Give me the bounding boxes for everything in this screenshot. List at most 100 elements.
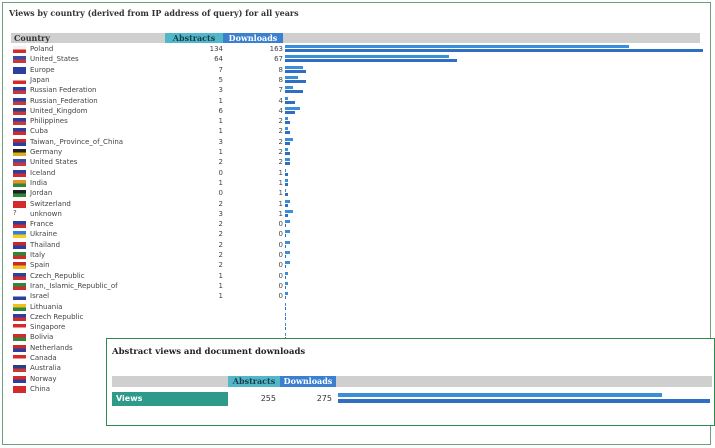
summary-downloads-value: 275 <box>316 394 332 403</box>
abstracts-bar <box>285 292 288 296</box>
table-row: Italy 2 0 <box>11 250 701 260</box>
abstracts-bar <box>285 323 286 327</box>
table-row: France 2 0 <box>11 219 701 229</box>
downloads-bar <box>285 152 291 155</box>
downloads-count: 2 <box>278 148 283 156</box>
abstracts-count: 64 <box>214 55 223 64</box>
table-row: Israel 1 0 <box>11 291 701 301</box>
downloads-bar <box>285 213 288 217</box>
downloads-count: 2 <box>278 117 283 126</box>
country-flag-icon <box>13 355 26 362</box>
abstracts-bar <box>285 117 288 121</box>
table-row: United_Kingdom 6 4 <box>11 106 701 116</box>
country-column-header: Country <box>11 33 165 43</box>
country-flag-icon <box>13 282 26 290</box>
abstracts-bar <box>285 137 293 141</box>
abstracts-bar <box>285 240 291 244</box>
abstracts-bar <box>285 178 288 182</box>
downloads-bar <box>285 69 306 73</box>
downloads-bar <box>285 79 306 83</box>
downloads-bar <box>285 265 286 269</box>
table-row: United_States 64 67 <box>11 54 701 64</box>
downloads-bar <box>285 141 291 145</box>
country-name: Czech Republic <box>30 312 84 321</box>
downloads-bar <box>285 131 291 135</box>
table-row: Singapore <box>11 322 701 332</box>
abstracts-bar <box>285 271 288 275</box>
downloads-count: 2 <box>278 137 283 146</box>
country-name: United_Kingdom <box>30 106 88 115</box>
abstracts-bar <box>285 148 288 151</box>
page-title: Views by country (derived from IP addres… <box>9 8 299 18</box>
abstracts-bar <box>285 65 303 69</box>
country-flag-icon <box>13 87 26 95</box>
country-flag-icon <box>13 118 26 126</box>
abstracts-count: 134 <box>209 45 223 53</box>
downloads-count: 1 <box>278 189 283 198</box>
abstracts-count: 1 <box>218 292 223 301</box>
downloads-count: 8 <box>278 65 283 74</box>
abstracts-count: 1 <box>218 117 223 126</box>
country-flag-icon <box>13 159 26 167</box>
country-flag-icon <box>13 293 26 301</box>
country-flag-icon <box>13 179 26 187</box>
abstracts-count: 1 <box>218 271 223 280</box>
country-name: Germany <box>30 148 63 156</box>
downloads-bar <box>285 90 303 94</box>
country-name: United States <box>30 158 78 167</box>
country-flag-icon <box>13 375 26 383</box>
downloads-bar <box>285 255 286 258</box>
country-name: Jordan <box>30 189 53 198</box>
table-row: Czech Republic <box>11 312 701 322</box>
country-name: Thailand <box>30 240 61 249</box>
downloads-bar <box>285 182 288 186</box>
abstracts-bar <box>285 199 291 203</box>
table-row: Jordan 0 1 <box>11 188 701 198</box>
downloads-bar <box>285 275 286 279</box>
downloads-bar <box>285 306 286 310</box>
abstracts-count: 1 <box>218 281 223 290</box>
abstracts-count: 3 <box>218 137 223 146</box>
table-row: Iceland 0 1 <box>11 168 701 178</box>
downloads-bar <box>285 224 286 228</box>
summary-downloads-header: Downloads <box>280 376 336 387</box>
country-flag-icon <box>13 149 26 156</box>
downloads-count: 1 <box>278 178 283 187</box>
downloads-count: 1 <box>278 168 283 177</box>
country-name: Russian_Federation <box>30 96 98 105</box>
abstracts-bar <box>285 333 286 337</box>
downloads-count: 0 <box>278 251 283 259</box>
downloads-bar <box>285 172 288 176</box>
downloads-count: 2 <box>278 127 283 136</box>
abstracts-count: 2 <box>218 261 223 270</box>
downloads-count: 0 <box>278 261 283 270</box>
country-name: Cuba <box>30 127 49 136</box>
country-flag-icon <box>13 138 26 146</box>
downloads-count: 1 <box>278 209 283 218</box>
downloads-bar <box>285 234 286 238</box>
abstracts-count: 1 <box>218 96 223 105</box>
abstracts-bar <box>285 189 286 193</box>
country-flag-icon <box>13 303 26 311</box>
country-flag-icon <box>13 76 26 84</box>
country-name: Lithuania <box>30 302 63 311</box>
table-row: Poland 134 163 <box>11 44 703 54</box>
downloads-bar <box>285 49 703 52</box>
summary-header-spacer <box>112 376 228 387</box>
country-flag-icon <box>13 107 26 115</box>
country-name: Bolivia <box>30 333 54 342</box>
table-row: Iran,_Islamic_Republic_of 1 0 <box>11 281 701 291</box>
downloads-bar <box>285 59 457 63</box>
country-flag-icon <box>13 344 26 352</box>
downloads-bar <box>285 203 288 207</box>
country-name: France <box>30 220 54 229</box>
downloads-bar <box>285 193 288 197</box>
table-row: Switzerland 2 1 <box>11 199 701 209</box>
country-flag-icon <box>13 190 26 198</box>
country-name: Iceland <box>30 168 56 177</box>
downloads-bar <box>285 327 286 331</box>
country-name: Norway <box>30 374 57 383</box>
country-name: Japan <box>30 75 50 84</box>
country-name: Ukraine <box>30 230 58 239</box>
country-name: Czech_Republic <box>30 271 85 280</box>
